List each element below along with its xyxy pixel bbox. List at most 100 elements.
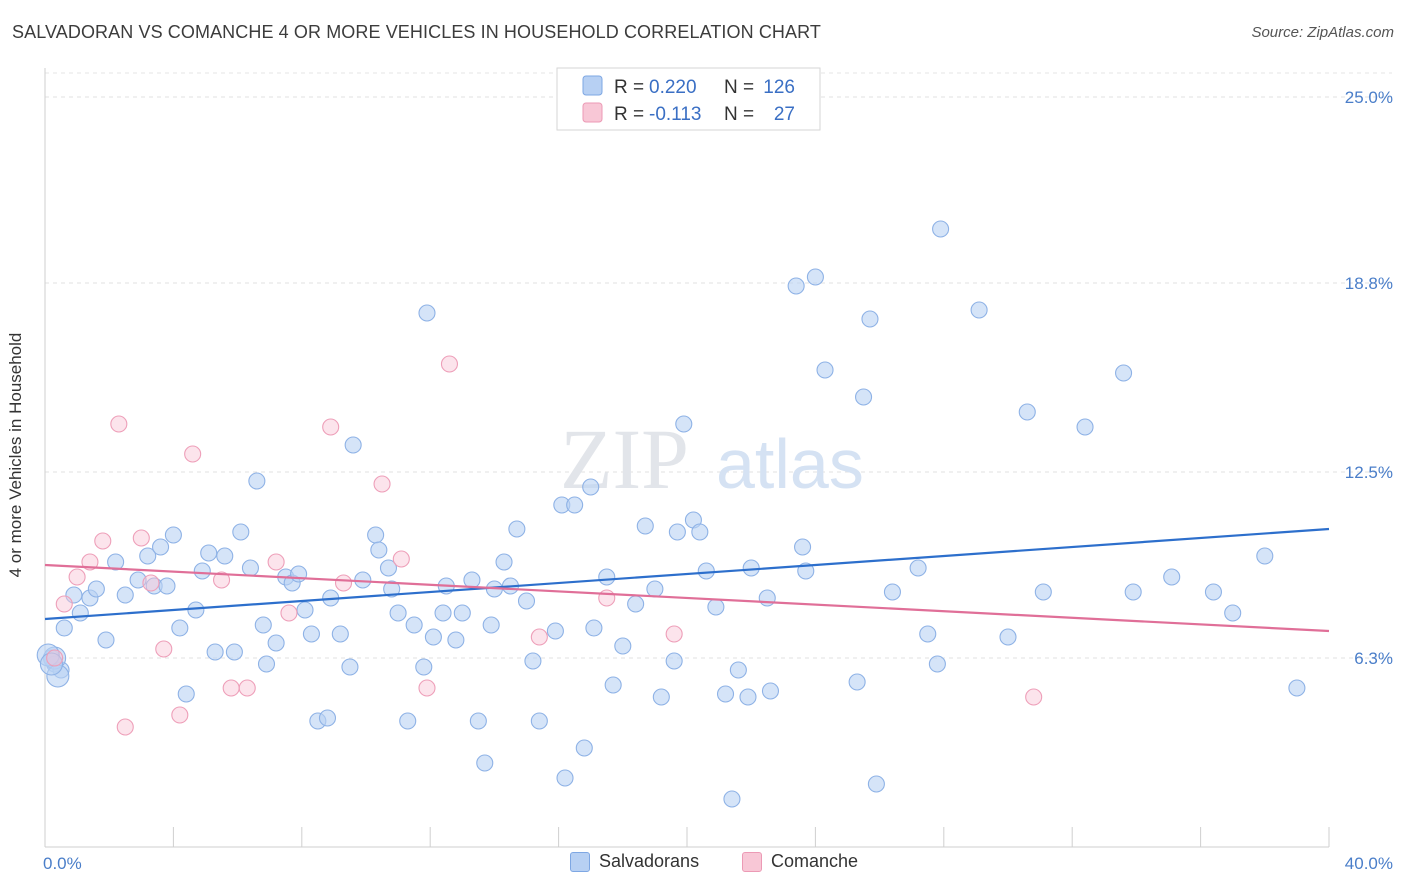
salvadorans-point: [164, 526, 182, 544]
salvadorans-point: [861, 310, 879, 328]
salvadorans-point: [909, 559, 927, 577]
salvadorans-point: [296, 601, 314, 619]
comanche-point: [81, 553, 99, 571]
legend-r-label-2: R =: [614, 104, 644, 125]
salvadorans-point: [665, 652, 683, 670]
legend-r-value-1: 0.220: [649, 77, 697, 98]
bottom-legend-swatch-salvadorans: [570, 851, 590, 872]
comanche-point: [222, 679, 240, 697]
bottom-legend-label-salvadorans: Salvadorans: [599, 851, 700, 871]
salvadorans-point: [761, 682, 780, 700]
salvadorans-point: [919, 625, 937, 643]
salvadorans-point: [729, 661, 747, 679]
comanche-point: [184, 445, 202, 463]
salvadorans-point: [517, 592, 536, 610]
salvadorans-point: [1115, 364, 1133, 382]
y-tick-label-0: 6.3%: [1354, 649, 1393, 668]
salvadorans-point: [932, 220, 950, 238]
comanche-point: [46, 649, 64, 667]
salvadorans-trend-line: [44, 527, 1330, 621]
salvadorans-point: [546, 622, 564, 640]
salvadorans-point: [1288, 679, 1306, 697]
comanche-point: [94, 532, 112, 550]
salvadorans-point: [668, 523, 686, 541]
salvadorans-point: [434, 604, 452, 622]
salvadorans-point: [71, 604, 89, 622]
bottom-legend-salvadorans: Salvadorans: [570, 851, 699, 872]
salvadorans-point: [1224, 604, 1242, 622]
salvadorans-point: [97, 631, 115, 649]
salvadorans-point: [1034, 583, 1052, 601]
comanche-point: [440, 355, 459, 373]
salvadorans-point: [582, 478, 600, 496]
salvadorans-point: [424, 628, 442, 646]
legend-r-label-1: R =: [614, 77, 644, 98]
salvadorans-point: [399, 712, 417, 730]
comanche-point: [1025, 688, 1043, 706]
legend-swatch-comanche: [582, 102, 603, 123]
salvadorans-point: [254, 616, 272, 634]
salvadorans-point: [216, 547, 234, 565]
salvadorans-point: [508, 520, 526, 538]
salvadorans-point: [39, 652, 63, 676]
salvadorans-point: [1018, 403, 1036, 421]
legend-swatch-salvadorans: [582, 75, 603, 96]
bottom-legend-swatch-comanche: [742, 851, 762, 872]
y-axis-label: 4 or more Vehicles in Household: [6, 332, 25, 578]
salvadorans-point: [723, 790, 741, 808]
salvadorans-point: [158, 577, 176, 595]
salvadorans-point: [453, 604, 471, 622]
y-tick-label-2: 18.8%: [1345, 274, 1393, 293]
legend-n-label-1: N =: [724, 77, 754, 98]
comanche-point: [530, 628, 548, 646]
comanche-point: [322, 418, 340, 436]
salvadorans-point: [152, 538, 170, 556]
salvadorans-point: [241, 559, 259, 577]
comanche-point: [116, 718, 134, 736]
stats-legend: R = 0.220 N = 126 R = -0.113 N = 27: [556, 67, 821, 131]
comanche-point: [110, 415, 128, 433]
y-tick-label-1: 12.5%: [1345, 463, 1393, 482]
comanche-point: [267, 553, 285, 571]
salvadorans-point: [383, 580, 401, 598]
comanche-point: [171, 706, 189, 724]
salvadorans-point: [652, 688, 670, 706]
salvadorans-point: [1163, 568, 1181, 586]
salvadorans-point: [636, 517, 654, 535]
salvadorans-point: [55, 619, 73, 637]
salvadorans-point: [1076, 418, 1094, 436]
salvadorans-point: [585, 619, 603, 637]
trend-lines: [44, 527, 1330, 633]
comanche-point: [132, 529, 150, 547]
salvadorans-point: [177, 685, 195, 703]
salvadorans-point: [556, 769, 574, 787]
comanche-point: [55, 595, 73, 613]
watermark-zip: ZIP: [560, 411, 689, 507]
salvadorans-point: [675, 415, 693, 433]
salvadorans-point: [482, 616, 500, 634]
x-tick-label-0: 0.0%: [43, 854, 82, 873]
legend-n-value-1: 126: [763, 77, 795, 98]
salvadorans-point: [129, 571, 147, 589]
comanche-point: [373, 475, 391, 493]
watermark: ZIP atlas: [560, 411, 864, 507]
salvadorans-point: [370, 541, 388, 559]
source-credit: Source: ZipAtlas.com: [1251, 24, 1394, 41]
comanche-point: [238, 679, 256, 697]
salvadorans-point: [928, 655, 946, 673]
comanche-point: [142, 574, 160, 592]
comanche-point: [665, 625, 683, 643]
salvadorans-point: [854, 388, 873, 406]
axes: [44, 68, 1330, 848]
salvadorans-point: [225, 643, 243, 661]
x-tick-label-1: 40.0%: [1345, 854, 1393, 873]
comanche-point: [155, 640, 173, 658]
salvadorans-point: [697, 562, 715, 580]
y-tick-label-3: 25.0%: [1345, 88, 1393, 107]
watermark-atlas: atlas: [716, 425, 864, 503]
salvadorans-point: [405, 616, 423, 634]
salvadorans-point: [87, 580, 105, 598]
salvadorans-point: [418, 304, 436, 322]
legend-n-label-2: N =: [724, 104, 754, 125]
